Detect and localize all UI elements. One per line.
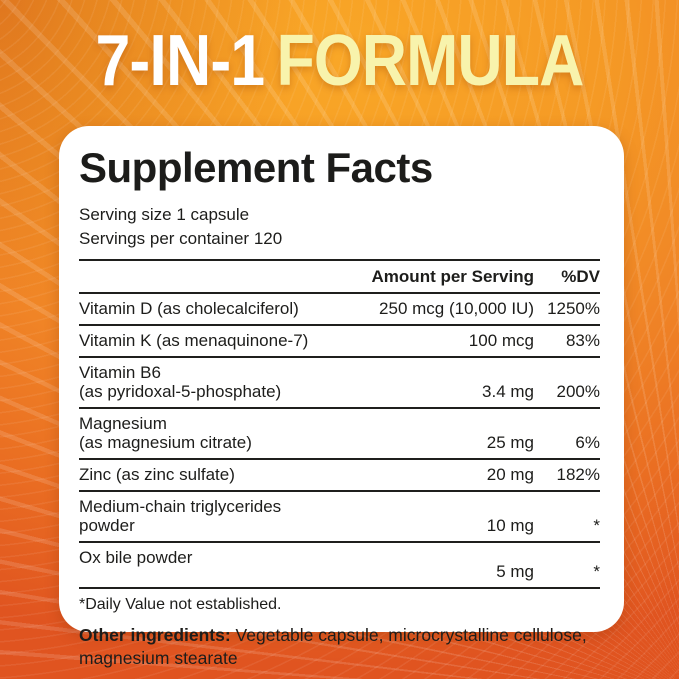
table-row-vitamin-b6: Vitamin B6 (as pyridoxal-5-phosphate) 3.4… [79, 358, 600, 409]
banner-text-formula: FORMULA [276, 21, 584, 101]
supplement-facts-panel: Supplement Facts Serving size 1 capsule … [59, 126, 624, 668]
ingredient-dv: * [593, 515, 600, 535]
dv-column-header: %DV [561, 266, 600, 286]
ingredient-name: Vitamin K (as menaquinone-7) [79, 330, 309, 350]
ingredient-dv: * [593, 561, 600, 581]
ingredient-dv: 83% [565, 330, 600, 350]
table-row-magnesium: Magnesium (as magnesium citrate) 25 mg 6% [79, 409, 600, 460]
ingredient-amount: 5 mg [496, 561, 534, 581]
ingredient-name: Ox bile powder [79, 547, 193, 567]
table-row-vitamin-k: Vitamin K (as menaquinone-7) 100 mcg 83% [79, 326, 600, 358]
ingredient-name: Zinc (as zinc sulfate) [79, 464, 235, 484]
banner-text-7in1: 7-IN-1 [95, 21, 265, 101]
ingredient-amount: 250 mcg (10,000 IU) [379, 298, 534, 318]
ingredient-dv: 6% [575, 432, 600, 452]
ingredient-amount: 20 mg [486, 464, 534, 484]
other-ingredients-label: Other ingredients: [79, 624, 231, 645]
daily-value-footnote: *Daily Value not established. [79, 595, 282, 613]
ingredient-name: Vitamin D (as cholecalciferol) [79, 298, 299, 318]
facts-table: Amount per Serving %DV Vitamin D (as cho… [79, 258, 600, 589]
ingredient-name: Vitamin B6 [79, 362, 161, 382]
ingredient-amount: 10 mg [486, 515, 534, 535]
ingredient-amount: 3.4 mg [482, 381, 534, 401]
ingredient-dv: 1250% [547, 298, 600, 318]
ingredient-name: Medium-chain triglycerides powder [79, 496, 282, 535]
serving-size-text: Serving size 1 capsule [79, 205, 250, 224]
ingredient-dv: 182% [556, 464, 600, 484]
table-header-row: Amount per Serving %DV [79, 258, 600, 294]
other-ingredients-text: Vegetable capsule, microcrystalline cell… [79, 624, 587, 668]
table-row-mct-powder: Medium-chain triglycerides powder 10 mg … [79, 492, 600, 543]
ingredient-amount: 25 mg [486, 432, 534, 452]
ingredient-amount: 100 mcg [468, 330, 534, 350]
amount-column-header: Amount per Serving [371, 266, 534, 286]
other-ingredients: Other ingredients: Vegetable capsule, mi… [79, 624, 600, 670]
table-row-zinc: Zinc (as zinc sulfate) 20 mg 182% [79, 460, 600, 492]
ingredient-name: Magnesium [79, 413, 167, 433]
ingredient-name-line2: (as pyridoxal-5-phosphate) [79, 381, 282, 401]
ingredient-dv: 200% [556, 381, 600, 401]
banner-title: 7-IN-1 FORMULA [44, 21, 635, 101]
table-row-ox-bile-powder: Ox bile powder 5 mg * [79, 543, 600, 589]
table-row-vitamin-d: Vitamin D (as cholecalciferol) 250 mcg (… [79, 294, 600, 326]
panel-title: Supplement Facts [79, 144, 433, 191]
ingredient-name-line2: (as magnesium citrate) [79, 432, 252, 452]
servings-per-container-text: Servings per container 120 [79, 228, 283, 248]
